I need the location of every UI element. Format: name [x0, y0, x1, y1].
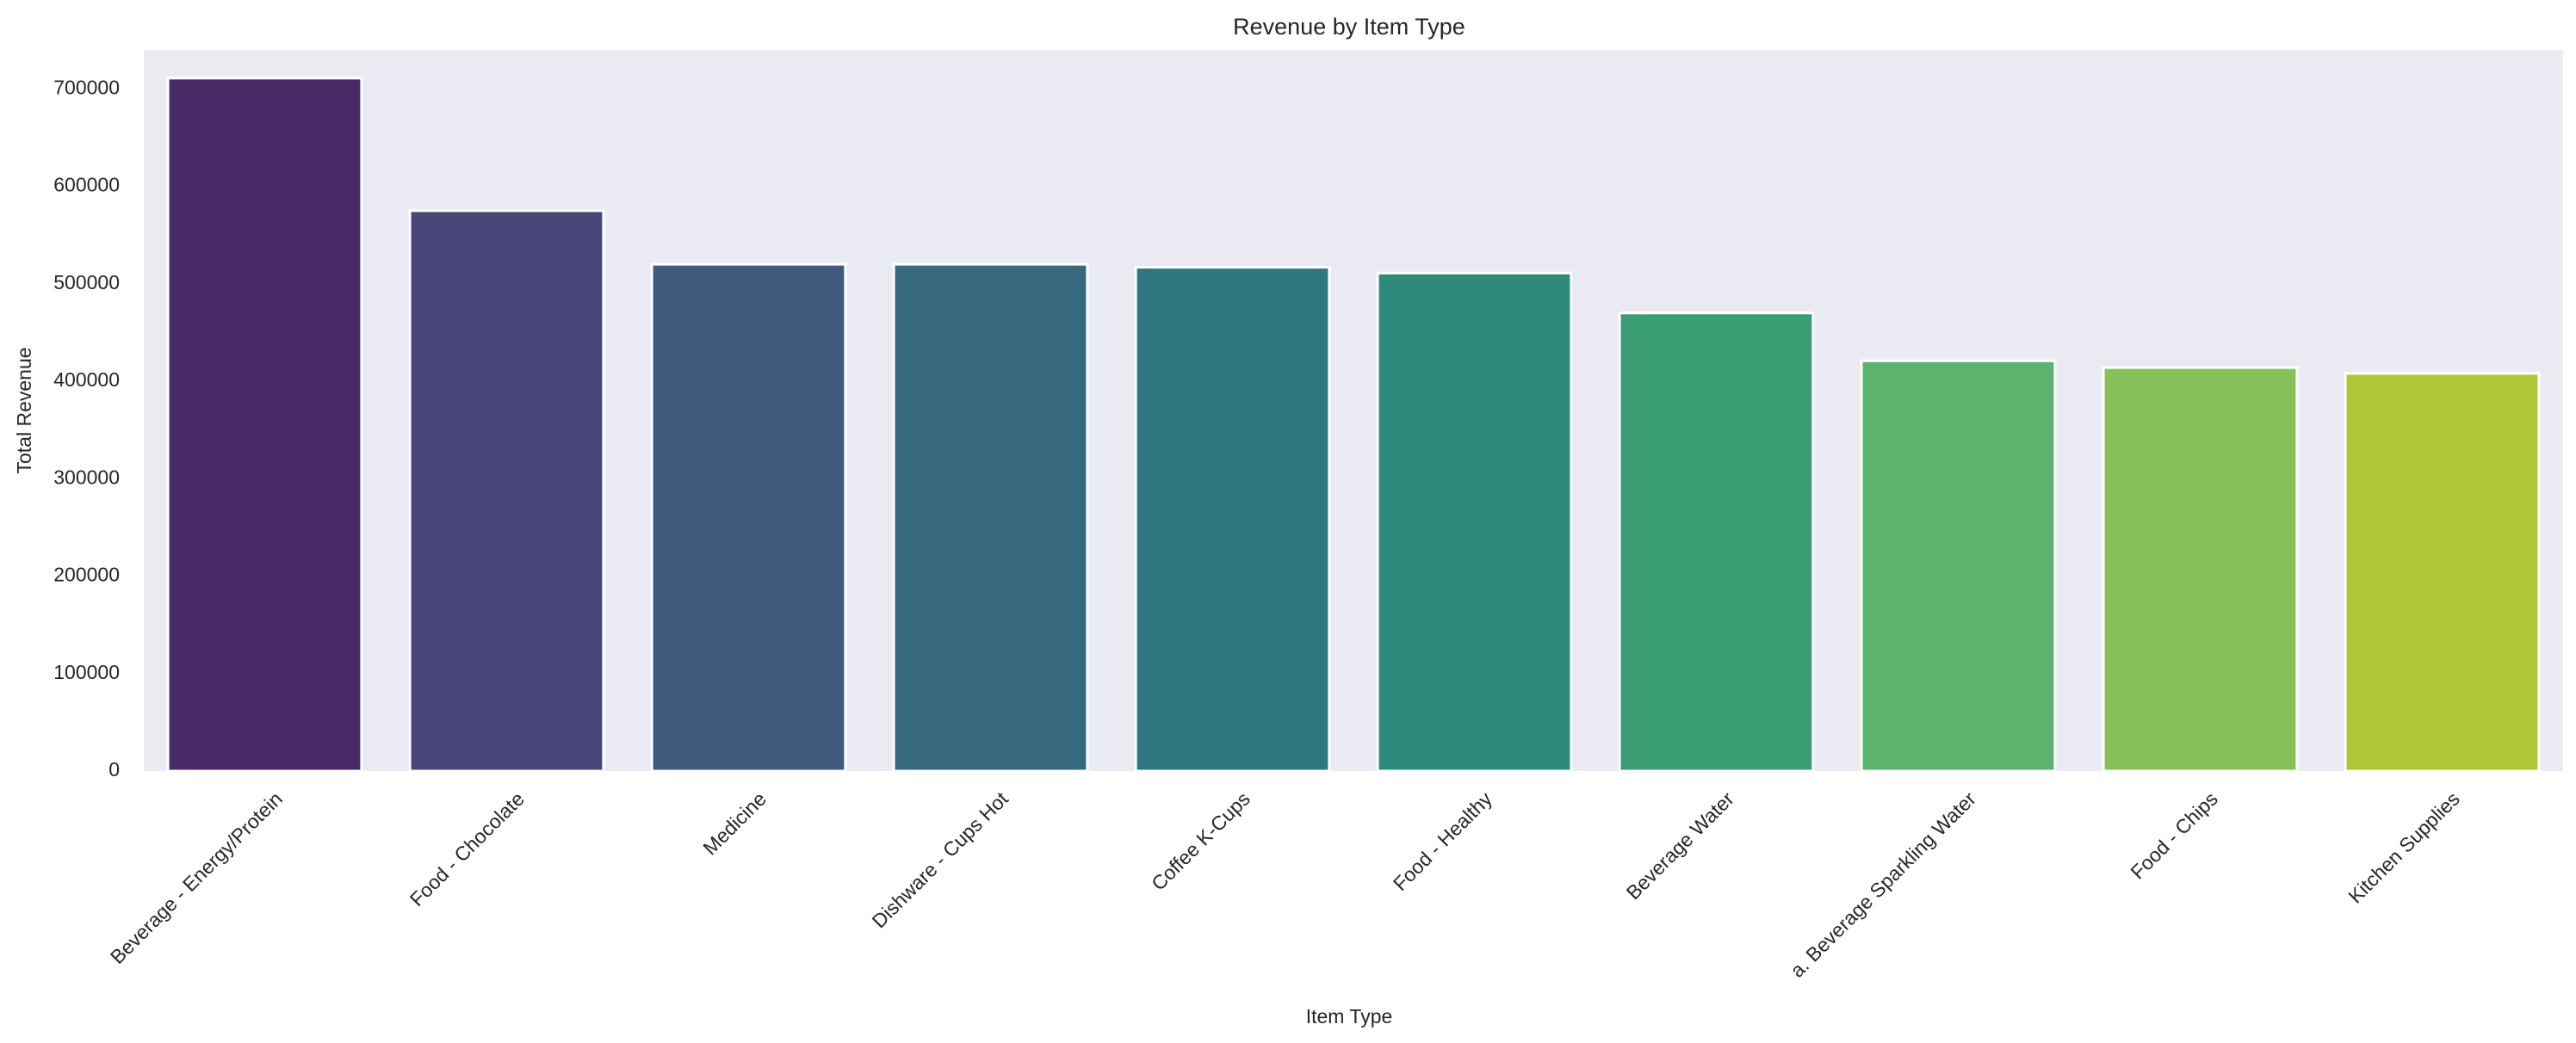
bar-5 — [1376, 271, 1573, 773]
x-tick-label-4: Coffee K-Cups — [1147, 787, 1254, 895]
y-tick-label-1: 100000 — [53, 661, 120, 683]
bar-2 — [650, 262, 847, 773]
y-tick-label-2: 200000 — [53, 564, 120, 586]
x-tick-label-7: a. Beverage Sparkling Water — [1786, 787, 1980, 982]
x-tick-label-0: Beverage - Energy/Protein — [106, 787, 287, 968]
bar-4 — [1134, 266, 1331, 773]
x-tick-label-2: Medicine — [698, 787, 770, 859]
x-tick-label-9: Kitchen Supplies — [2344, 787, 2464, 908]
x-tick-label-5: Food - Healthy — [1389, 787, 1496, 895]
bar-9 — [2344, 372, 2541, 773]
y-tick-label-7: 700000 — [53, 76, 120, 98]
x-tick-label-3: Dishware - Cups Hot — [867, 787, 1012, 933]
bar-1 — [408, 209, 605, 773]
bar-7 — [1860, 359, 2057, 773]
y-tick-label-5: 500000 — [53, 271, 120, 293]
y-tick-label-0: 0 — [108, 758, 120, 781]
bar-0 — [166, 77, 363, 773]
y-axis-label: Total Revenue — [13, 347, 35, 473]
y-tick-label-6: 600000 — [53, 174, 120, 196]
x-tick-label-8: Food - Chips — [2126, 787, 2221, 883]
bar-3 — [892, 262, 1089, 773]
bars-layer — [166, 77, 2541, 773]
x-tick-label-1: Food - Chocolate — [406, 787, 529, 910]
bar-6 — [1618, 312, 1815, 773]
y-axis-ticks: 0 100000 200000 300000 400000 500000 600000 700… — [53, 76, 120, 781]
y-tick-label-4: 400000 — [53, 368, 120, 391]
bar-8 — [2102, 366, 2299, 773]
y-tick-label-3: 300000 — [53, 466, 120, 488]
x-tick-label-6: Beverage Water — [1622, 787, 1739, 904]
chart-title: Revenue by Item Type — [1233, 14, 1465, 40]
x-axis-ticks: Beverage - Energy/Protein Food - Chocolat… — [106, 787, 2464, 982]
x-axis-label: Item Type — [1306, 1005, 1393, 1028]
